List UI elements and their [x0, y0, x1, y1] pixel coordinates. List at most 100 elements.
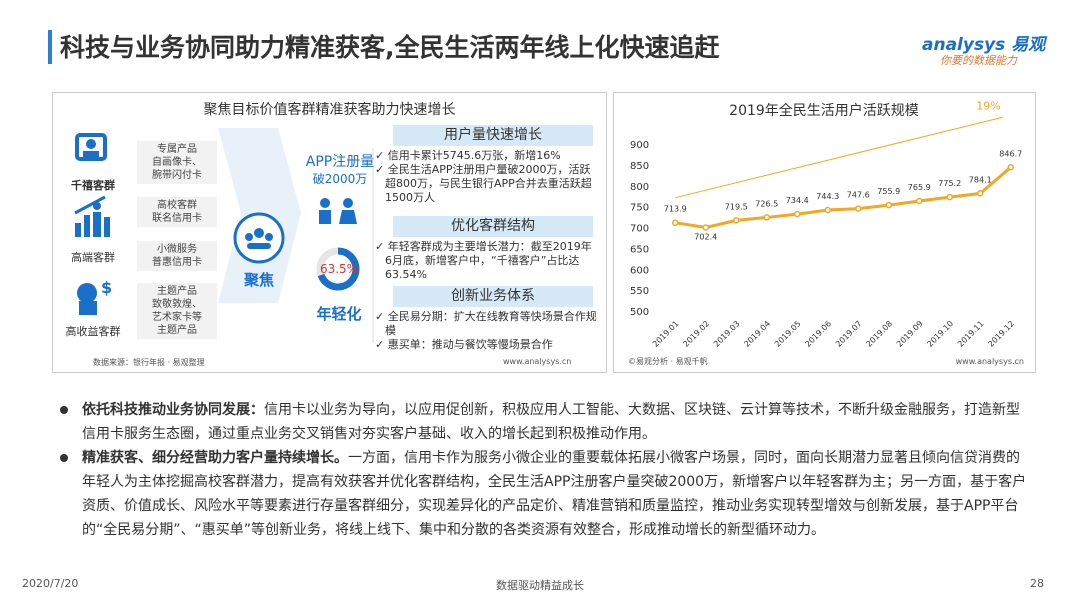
y-tick-label: 500: [630, 307, 649, 318]
x-tick-label: 2019.09: [895, 319, 925, 349]
svg-text:$: $: [101, 278, 112, 297]
product-text: 致敬敦煌、: [152, 299, 202, 310]
point: [977, 190, 984, 197]
product-box: 专属产品自画像卡、腕带闪付卡: [137, 141, 217, 184]
point: [763, 214, 770, 221]
chart-site: www.analysys.cn: [956, 357, 1024, 366]
point: [794, 210, 801, 218]
section-bullet: ✓ 全民生活APP注册用户量破2000万，活跃超800万，与民生银行APP合并去…: [375, 163, 592, 204]
point: [946, 193, 953, 201]
data-label: 713.9: [664, 205, 687, 214]
data-label: 719.5: [725, 202, 748, 211]
bullet-lead: 依托科技推动业务协同发展：: [82, 402, 264, 418]
tagline: 你要的数据能力: [940, 54, 1017, 67]
point: [855, 205, 862, 212]
section-bullets: ✓ 年轻客群成为主要增长潜力：截至2019年6月底，新增客户中，“千禧客户”占比…: [375, 240, 597, 282]
data-label: 747.6: [847, 191, 870, 200]
product-text: 主题产品: [157, 286, 197, 297]
x-tick-label: 2019.06: [803, 319, 833, 349]
y-tick-label: 550: [630, 286, 649, 297]
chart: 2019年全民生活用户活跃规模 ©易观分析 · 易观千帆 www.analysy…: [613, 92, 1036, 373]
line: [675, 166, 1012, 230]
point: [885, 201, 892, 209]
point: [733, 217, 740, 224]
panel-title: 聚焦目标价值客群精准获客助力快速增长: [203, 102, 456, 118]
point: [916, 197, 923, 205]
product-text: 普惠信用卡: [152, 257, 202, 268]
product-text: 小微服务: [157, 244, 197, 255]
trend-arrow: [675, 116, 1003, 199]
data-label: 726.5: [755, 199, 778, 208]
section-title: 用户量快速增长: [393, 125, 593, 146]
app-value: 破2000万: [312, 172, 368, 186]
data-label: 765.9: [908, 183, 931, 192]
data-label: 775.2: [938, 179, 961, 188]
section-title: 创新业务体系: [393, 286, 593, 307]
chart-title: 2019年全民生活用户活跃规模: [729, 102, 919, 119]
segment-label: 高收益客群: [65, 325, 121, 338]
annotation: 19%: [976, 99, 1000, 112]
young-label: 年轻化: [316, 305, 362, 323]
product-text: 主题产品: [157, 325, 197, 336]
bullet-text: 信用卡以业务为导向，以应用促创新，积极应用人工智能、大数据、区块链、云计算等技术…: [82, 402, 1020, 442]
section-bullet: ✓ 惠买单：推动与餐饮等慢场景合作: [375, 338, 553, 351]
panel-graphics: $: [74, 128, 374, 343]
x-tick-label: 2019.02: [681, 319, 711, 349]
x-tick-label: 2019.03: [712, 319, 742, 349]
segment-label: 千禧客群: [71, 179, 115, 192]
point: [672, 219, 679, 226]
slide-title: 科技与业务协同助力精准获客,全民生活两年线上化快速追赶: [60, 33, 720, 62]
section-bullet: ✓ 全民易分期：扩大在线教育等快场景合作规模: [375, 310, 597, 337]
product-box: 高校客群 联名信用卡: [137, 197, 217, 227]
product-text: 专属产品: [157, 144, 197, 155]
x-tick-label: 2019.08: [864, 319, 894, 349]
x-tick-label: 2019.01: [651, 319, 681, 349]
bullet-lead: 精准获客、细分经营助力客户量持续增长。: [82, 450, 348, 466]
focus-label: 聚焦: [243, 271, 274, 289]
y-tick-label: 800: [630, 182, 649, 193]
data-label: 755.9: [877, 187, 900, 196]
product-text: 联名信用卡: [152, 213, 202, 224]
bullets: 依托科技推动业务协同发展：信用卡以业务为导向，以应用促创新，积极应用人工智能、大…: [60, 398, 1030, 542]
footer-center: 数据驱动精益成长: [496, 579, 584, 592]
section-title: 优化客群结构: [393, 216, 593, 237]
section-bullet: ✓ 信用卡累计5745.6万张，新增16%: [375, 149, 561, 162]
product-text: 艺术家卡等: [152, 312, 202, 323]
left-panel: 聚焦目标价值客群精准获客助力快速增长 $ 千禧客群 高端客群 高收益客群 聚焦 …: [52, 92, 607, 373]
product-text: 腕带闪付卡: [152, 170, 202, 181]
x-tick-label: 2019.05: [773, 319, 803, 349]
site: www.analysys.cn: [503, 357, 572, 366]
x-tick-label: 2019.07: [834, 319, 864, 349]
y-tick-label: 600: [630, 265, 649, 276]
data-label: 784.1: [969, 175, 992, 184]
x-tick-label: 2019.10: [925, 319, 955, 349]
bullet-dot: [60, 406, 68, 414]
bullet: 精准获客、细分经营助力客户量持续增长。一方面，信用卡作为服务小微企业的重要载体拓…: [60, 446, 1030, 542]
y-tick-label: 750: [630, 203, 649, 214]
logo: analysys 易观: [922, 35, 1046, 55]
app-label: APP注册量: [305, 154, 375, 170]
y-tick-label: 900: [630, 140, 649, 151]
y-tick-label: 700: [630, 224, 649, 235]
section-bullet: ✓ 年轻客群成为主要增长潜力：截至2019年6月底，新增客户中，“千禧客户”占比…: [375, 240, 592, 281]
x-tick-label: 2019.04: [742, 319, 772, 349]
title-bar: [48, 30, 52, 64]
segment-label: 高端客群: [71, 251, 115, 264]
section-bullets: ✓ 全民易分期：扩大在线教育等快场景合作规模 ✓ 惠买单：推动与餐饮等慢场景合作: [375, 310, 597, 352]
bullet-text: 一方面，信用卡作为服务小微企业的重要载体拓展小微客户场景，同时，面向长期潜力显著…: [82, 450, 1027, 538]
bullet-dot: [60, 454, 68, 462]
source: 数据来源：银行年报 · 易观整理: [93, 358, 205, 367]
footer-date: 2020/7/20: [22, 577, 79, 590]
data-label: 846.7: [999, 149, 1022, 158]
point: [702, 224, 709, 231]
young-share: 63.5%: [319, 262, 359, 276]
bullet: 依托科技推动业务协同发展：信用卡以业务为导向，以应用促创新，积极应用人工智能、大…: [60, 398, 1030, 446]
product-text: 自画像卡、: [152, 157, 202, 168]
point: [1007, 164, 1014, 171]
product-box: 小微服务 普惠信用卡: [137, 241, 217, 271]
product-text: 高校客群: [157, 200, 197, 211]
y-tick-label: 650: [630, 244, 649, 255]
data-label: 734.4: [786, 196, 809, 205]
data-label: 702.4: [694, 232, 717, 241]
